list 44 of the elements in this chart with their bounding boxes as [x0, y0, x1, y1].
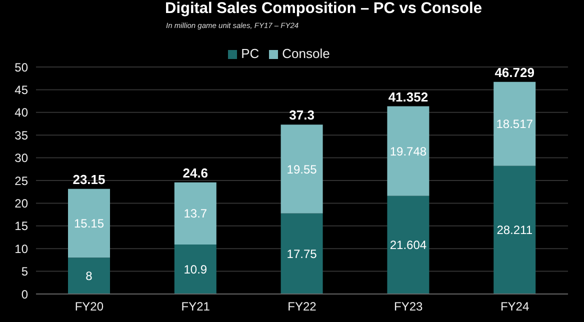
- bar: [174, 244, 216, 294]
- data-label: 28.211: [496, 223, 533, 238]
- data-label: 15.15: [74, 216, 104, 231]
- total-label: 41.352: [388, 89, 428, 104]
- y-tick-label: 15: [14, 219, 28, 234]
- total-label: 23.15: [72, 172, 106, 187]
- data-label: 17.75: [286, 246, 318, 261]
- data-label: 21.604: [390, 238, 427, 252]
- total-label: 46.729: [494, 64, 534, 80]
- data-label: 18.517: [496, 117, 534, 132]
- x-tick-label: FY24: [500, 300, 530, 314]
- bar: [387, 196, 430, 294]
- x-tick-label: FY20: [74, 300, 104, 314]
- bar: [68, 258, 110, 294]
- y-tick-label: 20: [14, 196, 28, 210]
- total-label: 24.6: [182, 165, 208, 180]
- legend-label: PC: [241, 46, 260, 61]
- x-tick-label: FY22: [288, 300, 317, 314]
- y-tick-label: 0: [21, 287, 28, 302]
- data-label: 8: [86, 269, 93, 284]
- y-tick-label: 10: [14, 242, 28, 256]
- y-tick-label: 40: [14, 106, 28, 120]
- bar: [280, 124, 323, 214]
- bar: [494, 166, 536, 294]
- y-tick-label: 30: [14, 151, 28, 166]
- y-tick-label: 35: [14, 128, 28, 142]
- data-label: 13.7: [184, 206, 208, 221]
- bar: [387, 106, 430, 196]
- x-tick-label: FY21: [181, 300, 210, 314]
- x-tick-label: FY23: [394, 300, 424, 314]
- y-tick-label: 45: [14, 82, 28, 97]
- y-tick-label: 25: [14, 174, 28, 188]
- data-label: 10.9: [184, 262, 208, 277]
- data-label: 19.55: [286, 162, 318, 176]
- chart-title: Digital Sales Composition – PC vs Console: [165, 0, 482, 18]
- bar: [174, 182, 216, 245]
- legend-label: Console: [282, 46, 330, 61]
- bar: [68, 188, 110, 258]
- y-tick-label: 5: [21, 264, 28, 279]
- bar: [494, 82, 536, 166]
- data-label: 19.748: [390, 144, 427, 158]
- y-tick-label: 50: [14, 60, 28, 74]
- bar: [280, 213, 323, 294]
- total-label: 37.3: [289, 108, 314, 123]
